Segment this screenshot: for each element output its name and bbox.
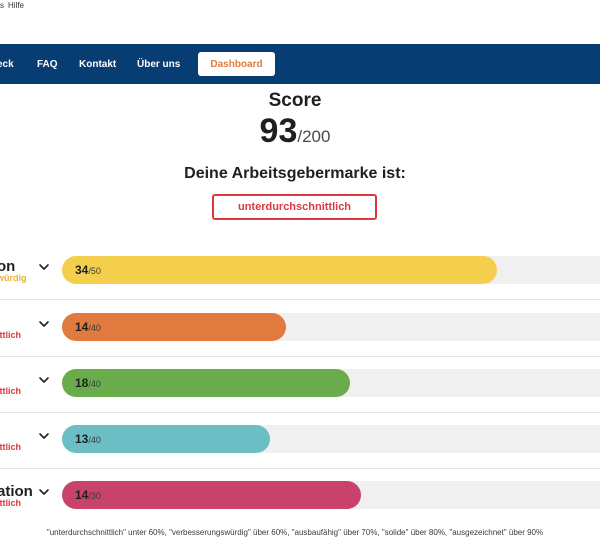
dashboard-button[interactable]: Dashboard (198, 52, 275, 76)
category-name: on (0, 258, 16, 275)
score-bar-label: 14/30 (75, 488, 101, 502)
category-row[interactable]: ittlich 18/40 (0, 356, 600, 413)
category-rating: ittlich (0, 386, 21, 396)
category-score: 13 (75, 432, 89, 446)
nav-link-check[interactable]: eck (0, 59, 14, 70)
category-name: ation (0, 483, 33, 500)
category-max: /30 (88, 491, 101, 501)
page-top-space (0, 13, 600, 44)
score-bar-fill (62, 425, 270, 453)
score-value: 93 (259, 112, 298, 150)
category-rating: ittlich (0, 498, 21, 508)
score-bar-label: 34/50 (75, 263, 101, 277)
score-bar-label: 13/40 (75, 432, 101, 446)
category-rating: ittlich (0, 330, 21, 340)
category-max: /40 (88, 435, 101, 445)
category-max: /40 (88, 323, 101, 333)
score-bar-label: 14/40 (75, 320, 101, 334)
category-rating: würdig (0, 273, 27, 283)
score-bar-fill (62, 256, 497, 284)
score-bar-fill (62, 481, 361, 509)
category-max: /50 (88, 266, 101, 276)
category-score: 34 (75, 263, 89, 277)
chevron-down-icon[interactable] (37, 260, 51, 274)
chevron-down-icon[interactable] (37, 429, 51, 443)
top-navigation-bar: eck FAQ Kontakt Über uns (0, 44, 600, 84)
category-row[interactable]: ittlich 13/40 (0, 412, 600, 469)
nav-link-contact[interactable]: Kontakt (79, 59, 117, 70)
nav-link-about[interactable]: Über uns (137, 59, 181, 70)
category-rating: ittlich (0, 442, 21, 452)
chevron-down-icon[interactable] (37, 373, 51, 387)
score-label: Score (268, 90, 322, 111)
category-row[interactable]: on würdig 34/50 (0, 243, 600, 300)
category-score: 18 (75, 376, 89, 390)
employer-brand-heading: Deine Arbeitsgebermarke ist: (184, 165, 406, 182)
menubar-item-help[interactable]: Hilfe (8, 1, 25, 10)
browser-menubar: s Hilfe (0, 0, 600, 13)
score-display: 93/200 (0, 112, 590, 151)
category-max: /40 (88, 379, 101, 389)
rating-legend-note: "unterdurchschnittlich" unter 60%, "verb… (46, 528, 544, 537)
score-bar-label: 18/40 (75, 376, 101, 390)
category-score: 14 (75, 320, 89, 334)
menubar-item[interactable]: s (0, 1, 4, 10)
nav-link-faq[interactable]: FAQ (37, 59, 58, 70)
category-row[interactable]: ittlich 14/40 (0, 300, 600, 357)
category-row[interactable]: ationittlich 14/30 (0, 468, 600, 525)
verdict-badge: unterdurchschnittlich (212, 194, 377, 220)
chevron-down-icon[interactable] (37, 317, 51, 331)
score-max: /200 (297, 127, 331, 146)
score-bar-fill (62, 369, 350, 397)
chevron-down-icon[interactable] (37, 485, 51, 499)
category-score: 14 (75, 488, 89, 502)
score-bar-fill (62, 313, 286, 341)
